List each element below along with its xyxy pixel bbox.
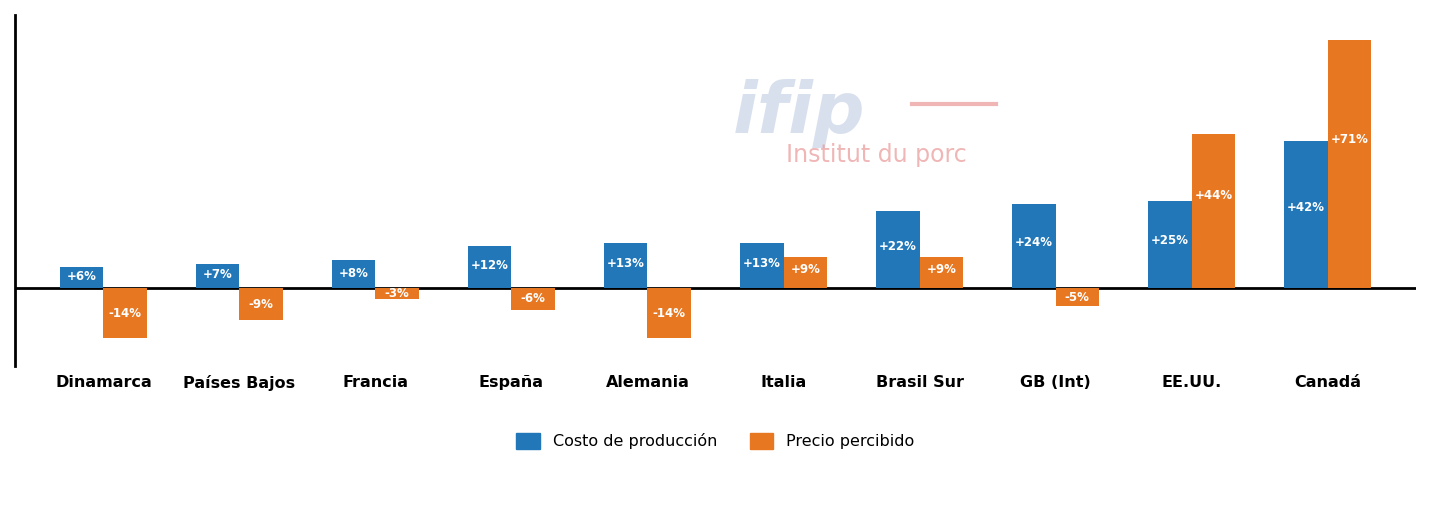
Text: -14%: -14% [109,306,142,320]
Bar [1012,204,1056,288]
Text: +42%: +42% [1286,201,1325,214]
Bar [1328,40,1371,288]
Text: -9%: -9% [249,298,273,311]
Text: +13%: +13% [743,257,781,270]
Bar [784,257,827,288]
Bar [740,243,784,288]
Text: +71%: +71% [1331,133,1368,145]
Text: ifip: ifip [733,79,866,148]
Text: -5%: -5% [1065,291,1090,304]
Text: +7%: +7% [203,269,233,281]
Bar [103,288,147,338]
Bar [876,212,920,288]
Bar [332,260,375,288]
Text: +12%: +12% [471,259,508,272]
Bar [1192,134,1235,288]
Bar [1056,288,1099,306]
Legend: Costo de producción, Precio percibido: Costo de producción, Precio percibido [509,426,922,456]
Text: -6%: -6% [521,293,545,305]
Bar [196,264,239,288]
Text: Institut du porc: Institut du porc [786,143,967,167]
Bar [60,268,103,288]
Text: +25%: +25% [1151,234,1189,247]
Text: +8%: +8% [339,267,369,279]
Text: +22%: +22% [879,240,917,252]
Bar [647,288,691,338]
Bar [1148,201,1192,288]
Bar [239,288,283,320]
Bar [468,247,511,288]
Text: +44%: +44% [1195,189,1232,203]
Bar [375,288,419,299]
Bar [604,243,647,288]
Text: +13%: +13% [607,257,644,270]
Bar [920,257,963,288]
Bar [511,288,555,309]
Text: +24%: +24% [1015,236,1053,249]
Text: -14%: -14% [653,306,685,320]
Text: +9%: +9% [926,263,956,276]
Bar [1284,141,1328,288]
Text: +9%: +9% [790,263,820,276]
Text: -3%: -3% [385,287,409,300]
Text: +6%: +6% [67,270,96,284]
